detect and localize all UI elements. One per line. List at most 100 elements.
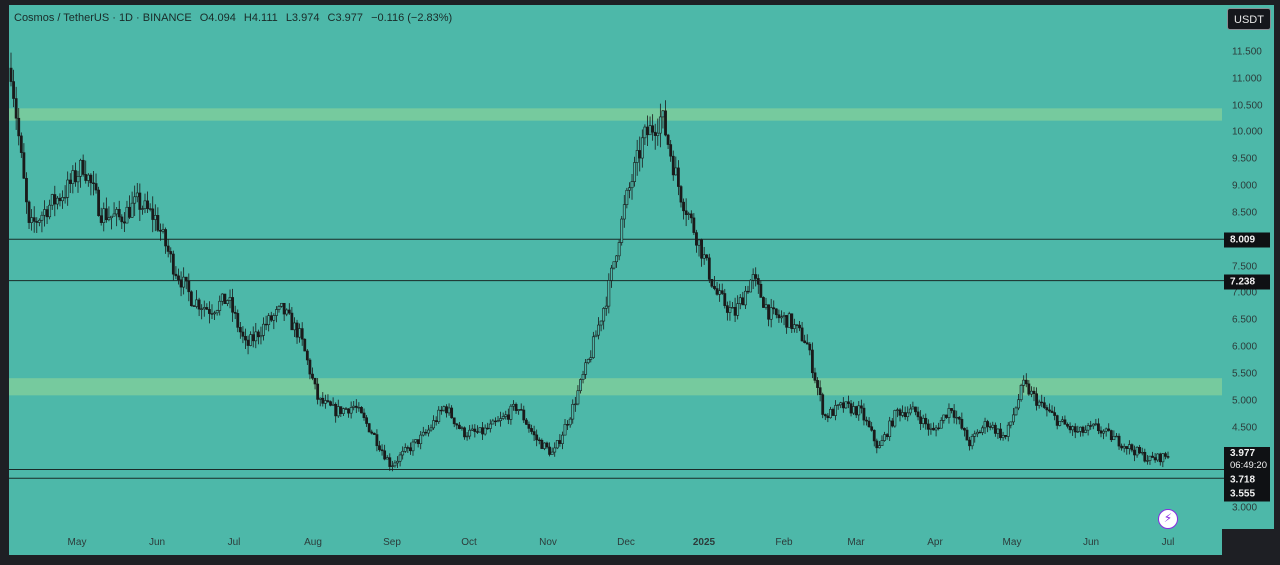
candle-body-up [357,406,361,409]
candle-body-down [148,208,152,210]
candle-body-up [86,174,90,181]
candle-body-up [981,427,984,433]
candle-body-up [1014,407,1018,416]
plot-background [9,5,1222,529]
candle-countdown: 06:49:20 [1230,460,1267,471]
candle-body-up [48,204,52,218]
candle-body-down [723,293,727,306]
candle-body-down [32,217,36,222]
candle-body-up [1135,446,1139,456]
candle-body-down [1063,419,1067,425]
candle-body-up [787,313,791,328]
candle-body-up [687,213,691,215]
candle-body-up [728,307,732,313]
candle-body-down [311,373,314,379]
x-tick-label: Oct [461,537,477,548]
candle-body-down [522,409,526,421]
candle-body-down [68,179,72,184]
candle-body-up [901,412,904,416]
candle-body-down [826,415,830,419]
candle-body-up [102,208,106,223]
candle-body-up [769,307,773,320]
currency-button[interactable]: USDT [1227,8,1271,30]
candle-body-down [777,314,781,319]
candle-body-down [700,239,703,259]
candle-body-down [17,117,21,137]
candle-body-down [223,293,227,304]
candle-body-down [171,253,175,275]
candle-body-down [138,192,142,210]
candle-body-down [19,135,23,153]
candle-body-down [1066,424,1069,427]
candle-body-down [968,439,971,447]
x-tick-label: Jul [1161,537,1175,548]
candle-body-down [1164,453,1167,457]
candle-body-down [865,419,868,422]
candle-body-down [1143,451,1147,462]
candle-body-up [1078,426,1082,432]
candle-body-up [731,307,734,309]
candle-body-down [128,206,131,218]
candle-body-up [697,239,701,246]
candle-body-up [612,261,616,269]
candle-body-down [653,131,657,136]
candle-body-up [275,309,278,316]
candle-body-down [367,423,371,433]
candle-body-down [952,410,956,418]
candle-body-down [733,307,737,316]
candle-body-down [205,307,209,310]
candle-body-down [963,428,966,431]
candle-body-up [342,408,345,414]
candle-body-up [427,429,430,434]
candle-body-down [236,313,240,328]
candle-body-up [939,420,943,429]
candle-body-up [61,197,64,202]
high-value: H4.111 [243,12,278,24]
price-tag-current: 3.977 06:49:20 [1224,447,1270,473]
candle-body-down [785,315,789,328]
candle-body-up [836,404,840,406]
candle-body-down [97,189,101,216]
candle-body-down [669,144,673,157]
candle-body-down [166,245,170,252]
candle-body-up [318,397,322,400]
low-value: L3.974 [285,12,320,24]
candle-body-down [805,342,809,345]
candle-body-down [841,402,845,409]
y-tick-label: 9.000 [1232,180,1258,192]
candle-body-up [37,219,41,223]
candle-body-down [1004,435,1008,437]
candle-body-down [1048,409,1051,412]
candle-body-down [1068,425,1072,431]
candle-body-down [682,201,685,212]
candle-body-down [388,457,392,467]
candle-body-up [182,276,186,288]
candle-body-up [465,435,469,438]
candle-body-down [246,339,250,346]
candle-body-up [674,167,678,176]
candle-body-down [527,424,531,429]
candle-body-up [43,209,46,216]
candle-body-down [450,407,454,419]
x-tick-label: Jun [148,537,166,548]
candle-body-down [537,439,541,441]
candle-body-down [1040,401,1044,404]
candle-body-down [184,276,188,282]
candle-body-up [432,420,436,429]
candle-body-down [344,408,348,410]
candle-body-down [713,285,716,289]
open-value: O4.094 [199,12,236,24]
candle-body-up [504,414,508,417]
candle-body-up [947,408,951,418]
candle-body-up [501,416,505,419]
lightning-icon[interactable]: ⚡︎ [1158,509,1178,529]
candle-body-down [710,279,714,287]
candle-body-down [99,215,103,223]
candle-body-up [55,197,59,205]
candle-body-down [885,434,889,437]
x-tick-label: Nov [539,537,557,548]
candle-body-down [233,311,237,314]
candle-body-down [372,432,376,435]
x-tick-label: Jun [1082,537,1100,548]
